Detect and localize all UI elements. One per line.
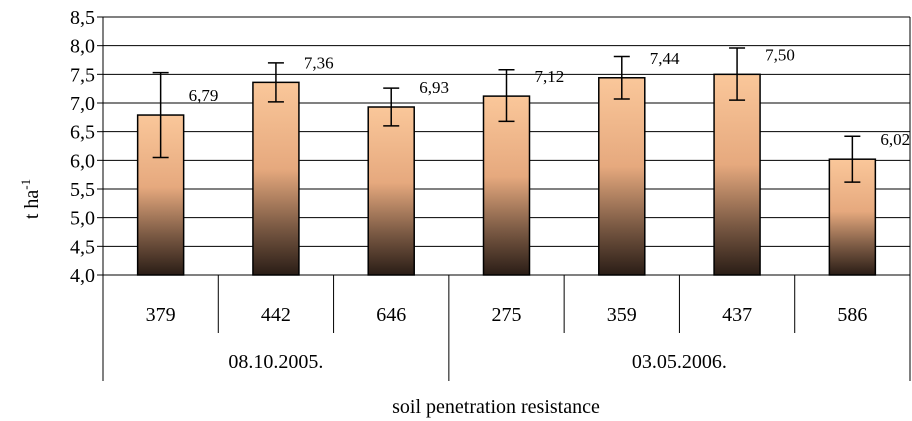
category-label: 379: [146, 304, 176, 326]
y-tick-label: 6,0: [70, 150, 95, 172]
y-axis-label: t ha-1: [18, 179, 43, 219]
category-label: 646: [376, 304, 406, 326]
data-label: 7,50: [765, 45, 795, 64]
y-tick-label: 8,0: [70, 36, 95, 58]
y-tick-label: 4,0: [70, 265, 95, 287]
bars: [136, 47, 877, 276]
y-tick-label: 6,5: [70, 122, 95, 144]
group-label: 08.10.2005.: [228, 351, 323, 373]
data-label: 7,36: [304, 53, 334, 72]
category-label: 586: [837, 304, 867, 326]
category-label: 359: [607, 304, 637, 326]
x-axis-label: soil penetration resistance: [392, 396, 600, 418]
y-tick-label: 7,5: [70, 64, 95, 86]
bar: [367, 106, 415, 276]
data-label: 7,12: [535, 67, 565, 86]
data-label: 6,79: [189, 86, 219, 105]
category-label: 437: [722, 304, 752, 326]
group-label: 03.05.2006.: [632, 351, 727, 373]
y-tick-label: 7,0: [70, 93, 95, 115]
data-label: 6,93: [419, 78, 449, 97]
y-tick-label: 8,5: [70, 7, 95, 29]
axes: [97, 16, 911, 381]
data-label: 7,44: [650, 49, 680, 68]
y-tick-label: 5,5: [70, 179, 95, 201]
labels: 4,0 4,5 5,0 5,5 6,0 6,5 7,0 7,5 8,0 8,5 08.10.2005…: [70, 7, 910, 373]
bar: [713, 73, 761, 276]
bar: [598, 77, 646, 276]
y-tick-label: 4,5: [70, 236, 95, 258]
category-label: 275: [492, 304, 522, 326]
bar: [482, 95, 531, 276]
y-tick-label: 5,0: [70, 208, 95, 230]
bar: [252, 81, 300, 276]
category-label: 442: [261, 304, 291, 326]
data-label: 6,02: [880, 130, 910, 149]
